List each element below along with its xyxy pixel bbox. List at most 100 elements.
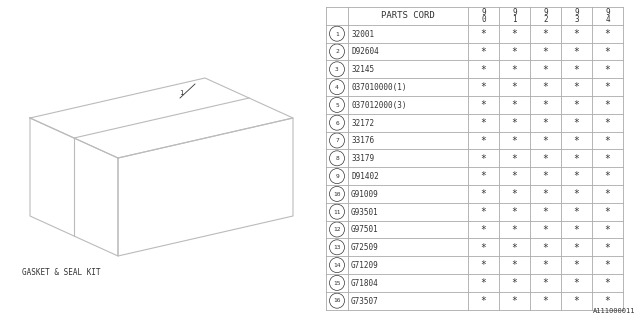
Text: 9: 9 [605,8,610,17]
Text: 1: 1 [179,90,183,96]
Text: 12: 12 [333,227,340,232]
Text: *: * [543,189,548,199]
Text: *: * [511,296,517,306]
Text: G71209: G71209 [351,261,379,270]
Text: *: * [543,278,548,288]
Text: *: * [481,100,486,110]
Text: 4: 4 [605,15,610,24]
Text: *: * [573,260,579,270]
Text: *: * [605,65,611,75]
Text: 16: 16 [333,299,340,303]
Text: *: * [481,65,486,75]
Text: *: * [605,243,611,252]
Text: 15: 15 [333,281,340,286]
Text: D92604: D92604 [351,47,379,56]
Text: *: * [573,207,579,217]
Text: 6: 6 [335,121,339,125]
Text: 9: 9 [481,8,486,17]
Text: 32172: 32172 [351,118,374,127]
Text: *: * [511,29,517,39]
Text: 8: 8 [335,156,339,161]
Text: 4: 4 [335,85,339,90]
Text: *: * [573,296,579,306]
Text: *: * [573,172,579,181]
Text: 14: 14 [333,263,340,268]
Text: *: * [605,136,611,146]
Text: 0: 0 [481,15,486,24]
Text: *: * [511,225,517,235]
Text: *: * [605,189,611,199]
Text: *: * [605,278,611,288]
Text: *: * [543,243,548,252]
Text: *: * [481,243,486,252]
Text: *: * [573,65,579,75]
Text: 10: 10 [333,192,340,197]
Text: *: * [543,29,548,39]
Text: *: * [605,118,611,128]
Text: 33179: 33179 [351,154,374,163]
Text: *: * [511,65,517,75]
Text: *: * [511,154,517,164]
Text: *: * [605,83,611,92]
Text: *: * [573,83,579,92]
Text: *: * [605,207,611,217]
Text: *: * [605,100,611,110]
Text: 32145: 32145 [351,65,374,74]
Text: *: * [543,172,548,181]
Text: *: * [481,189,486,199]
Text: 9: 9 [574,8,579,17]
Text: GASKET & SEAL KIT: GASKET & SEAL KIT [22,268,100,277]
Text: 9: 9 [543,8,548,17]
Text: *: * [573,118,579,128]
Text: *: * [511,278,517,288]
Text: 2: 2 [335,49,339,54]
Text: *: * [511,207,517,217]
Text: 037010000(1): 037010000(1) [351,83,406,92]
Text: *: * [543,100,548,110]
Text: *: * [605,225,611,235]
Text: *: * [543,83,548,92]
Text: *: * [511,136,517,146]
Text: *: * [481,118,486,128]
Text: PARTS CORD: PARTS CORD [381,12,435,20]
Text: 11: 11 [333,210,340,214]
Text: *: * [481,154,486,164]
Text: *: * [481,136,486,146]
Text: *: * [511,47,517,57]
Text: 3: 3 [335,67,339,72]
Text: 1: 1 [512,15,517,24]
Text: *: * [543,65,548,75]
Text: G72509: G72509 [351,243,379,252]
Text: *: * [543,207,548,217]
Text: *: * [543,154,548,164]
Text: *: * [543,260,548,270]
Text: *: * [511,83,517,92]
Text: *: * [511,100,517,110]
Text: *: * [481,260,486,270]
Text: *: * [481,83,486,92]
Text: 2: 2 [543,15,548,24]
Text: *: * [573,243,579,252]
Text: *: * [511,260,517,270]
Text: *: * [543,118,548,128]
Text: *: * [605,47,611,57]
Text: 1: 1 [335,31,339,36]
Text: *: * [573,100,579,110]
Text: 3: 3 [574,15,579,24]
Text: *: * [543,225,548,235]
Text: *: * [543,296,548,306]
Text: *: * [511,172,517,181]
Text: 32001: 32001 [351,29,374,38]
Text: *: * [605,154,611,164]
Text: *: * [605,172,611,181]
Text: 9: 9 [512,8,517,17]
Text: 13: 13 [333,245,340,250]
Text: *: * [543,47,548,57]
Text: *: * [605,296,611,306]
Text: *: * [481,47,486,57]
Text: G71804: G71804 [351,279,379,288]
Text: *: * [605,29,611,39]
Text: *: * [481,29,486,39]
Text: *: * [481,225,486,235]
Text: *: * [573,29,579,39]
